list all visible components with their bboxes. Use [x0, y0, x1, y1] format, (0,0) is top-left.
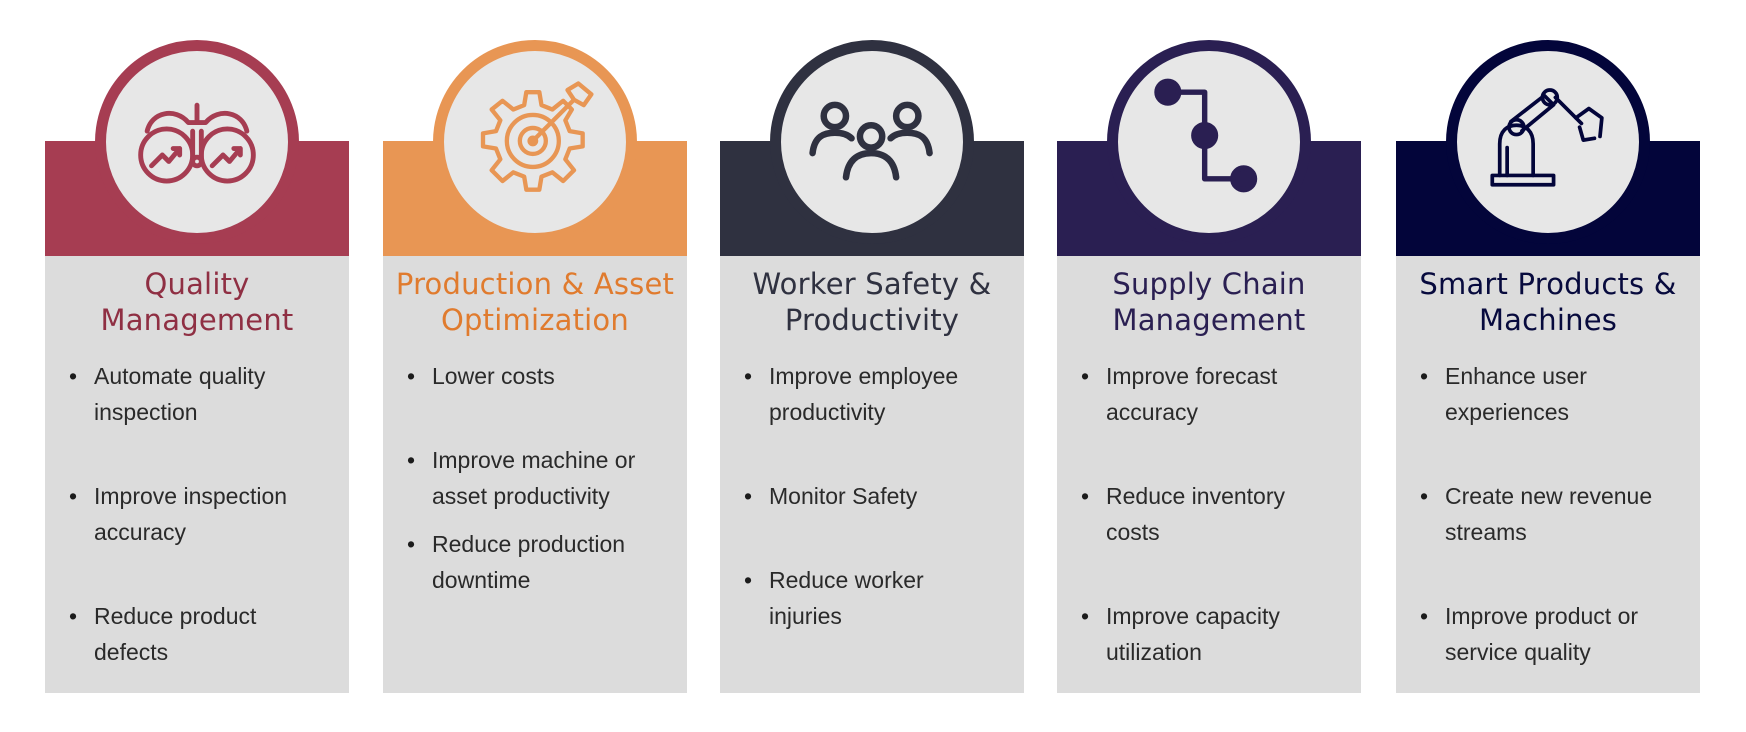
card-title-line: Worker Safety &	[752, 267, 992, 301]
card-title-line: Management	[1112, 303, 1306, 337]
icon-circle	[95, 40, 299, 244]
card-body: Quality Management • Automate quality ins…	[45, 256, 349, 693]
icon-circle	[433, 40, 637, 244]
card-title-line: Management	[100, 303, 294, 337]
card-title: Smart Products & Machines	[1396, 266, 1700, 338]
icon-circle	[770, 40, 974, 244]
card-title-line: Optimization	[441, 303, 629, 337]
card-quality-management: Quality Management • Automate quality ins…	[45, 0, 349, 732]
card-title-line: Production & Asset	[395, 267, 675, 301]
card-title: Quality Management	[45, 266, 349, 338]
team-people-icon	[809, 101, 933, 181]
card-title: Production & Asset Optimization	[383, 266, 687, 338]
card-production-asset-optimization: Production & Asset Optimization • Lower …	[383, 0, 687, 732]
robotic-arm-icon	[1490, 88, 1604, 187]
card-title-line: Productivity	[784, 303, 960, 337]
card-title-line: Quality	[144, 267, 250, 301]
card-supply-chain-management: Supply Chain Management • Improve foreca…	[1057, 0, 1361, 732]
flow-path-icon	[1154, 78, 1258, 193]
card-body: Smart Products & Machines • Enhance user…	[1396, 256, 1700, 693]
card-title-line: Smart Products &	[1419, 267, 1677, 301]
card-title-line: Machines	[1478, 303, 1618, 337]
card-body: Worker Safety & Productivity • Improve e…	[720, 256, 1024, 693]
card-title-line: Supply Chain	[1112, 267, 1306, 301]
card-body: Production & Asset Optimization • Lower …	[383, 256, 687, 693]
icon-circle	[1446, 40, 1650, 244]
binoculars-growth-icon	[138, 102, 256, 184]
card-worker-safety-productivity: Worker Safety & Productivity • Improve e…	[720, 0, 1024, 732]
gear-target-icon	[480, 81, 594, 192]
icon-circle	[1107, 40, 1311, 244]
card-smart-products-machines: Smart Products & Machines • Enhance user…	[1396, 0, 1700, 732]
card-body: Supply Chain Management • Improve foreca…	[1057, 256, 1361, 693]
card-title: Worker Safety & Productivity	[720, 266, 1024, 338]
card-title: Supply Chain Management	[1057, 266, 1361, 338]
